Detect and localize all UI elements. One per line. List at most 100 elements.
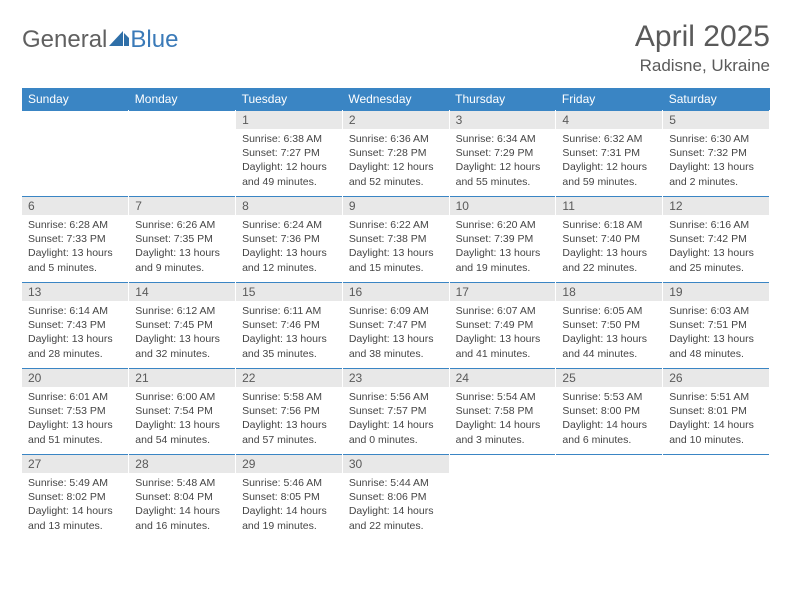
sunrise-line: Sunrise: 6:24 AM xyxy=(242,218,336,232)
logo-text-blue: Blue xyxy=(130,26,178,54)
sunset-line: Sunset: 7:46 PM xyxy=(242,318,336,332)
sunrise-line: Sunrise: 6:09 AM xyxy=(349,304,443,318)
calendar-day-cell: 11Sunrise: 6:18 AMSunset: 7:40 PMDayligh… xyxy=(556,197,663,283)
day-number: 6 xyxy=(22,197,128,215)
daylight-line: Daylight: 13 hours and 35 minutes. xyxy=(242,332,336,360)
day-body: Sunrise: 6:03 AMSunset: 7:51 PMDaylight:… xyxy=(663,301,769,365)
day-number: 15 xyxy=(236,283,342,301)
sunrise-line: Sunrise: 6:38 AM xyxy=(242,132,336,146)
sunrise-line: Sunrise: 6:12 AM xyxy=(135,304,229,318)
calendar-table: SundayMondayTuesdayWednesdayThursdayFrid… xyxy=(22,88,770,541)
day-number: 11 xyxy=(556,197,662,215)
sunrise-line: Sunrise: 6:20 AM xyxy=(456,218,550,232)
day-number: 20 xyxy=(22,369,128,387)
day-body: Sunrise: 6:16 AMSunset: 7:42 PMDaylight:… xyxy=(663,215,769,279)
calendar-day-cell: 15Sunrise: 6:11 AMSunset: 7:46 PMDayligh… xyxy=(236,283,343,369)
calendar-day-cell: 3Sunrise: 6:34 AMSunset: 7:29 PMDaylight… xyxy=(449,111,556,197)
day-number: 3 xyxy=(450,111,556,129)
day-body: Sunrise: 6:07 AMSunset: 7:49 PMDaylight:… xyxy=(450,301,556,365)
day-number: 25 xyxy=(556,369,662,387)
calendar-day-cell: 4Sunrise: 6:32 AMSunset: 7:31 PMDaylight… xyxy=(556,111,663,197)
day-number: 21 xyxy=(129,369,235,387)
calendar-day-cell: 18Sunrise: 6:05 AMSunset: 7:50 PMDayligh… xyxy=(556,283,663,369)
daylight-line: Daylight: 12 hours and 55 minutes. xyxy=(456,160,550,188)
calendar-day-cell: 22Sunrise: 5:58 AMSunset: 7:56 PMDayligh… xyxy=(236,369,343,455)
day-body: Sunrise: 6:38 AMSunset: 7:27 PMDaylight:… xyxy=(236,129,342,193)
day-number: 13 xyxy=(22,283,128,301)
day-number: 28 xyxy=(129,455,235,473)
weekday-header: Thursday xyxy=(449,88,556,111)
month-year: April 2025 xyxy=(635,20,770,54)
sunset-line: Sunset: 7:47 PM xyxy=(349,318,443,332)
weekday-header: Monday xyxy=(129,88,236,111)
day-number: 19 xyxy=(663,283,769,301)
sunset-line: Sunset: 7:45 PM xyxy=(135,318,229,332)
sunrise-line: Sunrise: 6:18 AM xyxy=(562,218,656,232)
calendar-week-row: 20Sunrise: 6:01 AMSunset: 7:53 PMDayligh… xyxy=(22,369,770,455)
weekday-header: Saturday xyxy=(663,88,770,111)
sunset-line: Sunset: 7:32 PM xyxy=(669,146,763,160)
sunset-line: Sunset: 7:43 PM xyxy=(28,318,122,332)
sunset-line: Sunset: 7:33 PM xyxy=(28,232,122,246)
calendar-day-cell: 23Sunrise: 5:56 AMSunset: 7:57 PMDayligh… xyxy=(342,369,449,455)
calendar-day-cell: 16Sunrise: 6:09 AMSunset: 7:47 PMDayligh… xyxy=(342,283,449,369)
sunset-line: Sunset: 7:40 PM xyxy=(562,232,656,246)
day-body: Sunrise: 5:48 AMSunset: 8:04 PMDaylight:… xyxy=(129,473,235,537)
day-body: Sunrise: 5:56 AMSunset: 7:57 PMDaylight:… xyxy=(343,387,449,451)
location: Radisne, Ukraine xyxy=(635,56,770,76)
sunrise-line: Sunrise: 6:03 AM xyxy=(669,304,763,318)
calendar-day-cell: 1Sunrise: 6:38 AMSunset: 7:27 PMDaylight… xyxy=(236,111,343,197)
calendar-empty-cell xyxy=(129,111,236,197)
daylight-line: Daylight: 14 hours and 6 minutes. xyxy=(562,418,656,446)
sunset-line: Sunset: 7:54 PM xyxy=(135,404,229,418)
day-number: 4 xyxy=(556,111,662,129)
calendar-week-row: 13Sunrise: 6:14 AMSunset: 7:43 PMDayligh… xyxy=(22,283,770,369)
day-body: Sunrise: 5:54 AMSunset: 7:58 PMDaylight:… xyxy=(450,387,556,451)
sunset-line: Sunset: 7:58 PM xyxy=(456,404,550,418)
weekday-header: Sunday xyxy=(22,88,129,111)
sunrise-line: Sunrise: 6:28 AM xyxy=(28,218,122,232)
calendar-day-cell: 26Sunrise: 5:51 AMSunset: 8:01 PMDayligh… xyxy=(663,369,770,455)
day-number: 7 xyxy=(129,197,235,215)
daylight-line: Daylight: 12 hours and 52 minutes. xyxy=(349,160,443,188)
sunset-line: Sunset: 8:04 PM xyxy=(135,490,229,504)
sunset-line: Sunset: 8:00 PM xyxy=(562,404,656,418)
calendar-empty-cell xyxy=(556,455,663,541)
calendar-day-cell: 12Sunrise: 6:16 AMSunset: 7:42 PMDayligh… xyxy=(663,197,770,283)
sunrise-line: Sunrise: 6:01 AM xyxy=(28,390,122,404)
daylight-line: Daylight: 13 hours and 57 minutes. xyxy=(242,418,336,446)
sunset-line: Sunset: 7:28 PM xyxy=(349,146,443,160)
day-body: Sunrise: 6:30 AMSunset: 7:32 PMDaylight:… xyxy=(663,129,769,193)
weekday-header: Friday xyxy=(556,88,663,111)
daylight-line: Daylight: 13 hours and 15 minutes. xyxy=(349,246,443,274)
sunset-line: Sunset: 7:39 PM xyxy=(456,232,550,246)
daylight-line: Daylight: 13 hours and 12 minutes. xyxy=(242,246,336,274)
day-number: 14 xyxy=(129,283,235,301)
sunset-line: Sunset: 7:42 PM xyxy=(669,232,763,246)
daylight-line: Daylight: 13 hours and 54 minutes. xyxy=(135,418,229,446)
calendar-day-cell: 17Sunrise: 6:07 AMSunset: 7:49 PMDayligh… xyxy=(449,283,556,369)
calendar-day-cell: 10Sunrise: 6:20 AMSunset: 7:39 PMDayligh… xyxy=(449,197,556,283)
day-body: Sunrise: 6:22 AMSunset: 7:38 PMDaylight:… xyxy=(343,215,449,279)
calendar-week-row: 1Sunrise: 6:38 AMSunset: 7:27 PMDaylight… xyxy=(22,111,770,197)
day-body: Sunrise: 5:58 AMSunset: 7:56 PMDaylight:… xyxy=(236,387,342,451)
daylight-line: Daylight: 13 hours and 5 minutes. xyxy=(28,246,122,274)
day-number: 17 xyxy=(450,283,556,301)
daylight-line: Daylight: 13 hours and 19 minutes. xyxy=(456,246,550,274)
day-number: 22 xyxy=(236,369,342,387)
daylight-line: Daylight: 14 hours and 19 minutes. xyxy=(242,504,336,532)
day-body: Sunrise: 6:05 AMSunset: 7:50 PMDaylight:… xyxy=(556,301,662,365)
daylight-line: Daylight: 13 hours and 38 minutes. xyxy=(349,332,443,360)
day-body: Sunrise: 6:18 AMSunset: 7:40 PMDaylight:… xyxy=(556,215,662,279)
daylight-line: Daylight: 12 hours and 59 minutes. xyxy=(562,160,656,188)
daylight-line: Daylight: 14 hours and 3 minutes. xyxy=(456,418,550,446)
weekday-header-row: SundayMondayTuesdayWednesdayThursdayFrid… xyxy=(22,88,770,111)
logo-text-general: General xyxy=(22,26,107,54)
calendar-day-cell: 8Sunrise: 6:24 AMSunset: 7:36 PMDaylight… xyxy=(236,197,343,283)
day-number: 24 xyxy=(450,369,556,387)
day-body: Sunrise: 6:20 AMSunset: 7:39 PMDaylight:… xyxy=(450,215,556,279)
sunrise-line: Sunrise: 6:26 AM xyxy=(135,218,229,232)
sunset-line: Sunset: 8:01 PM xyxy=(669,404,763,418)
daylight-line: Daylight: 13 hours and 32 minutes. xyxy=(135,332,229,360)
daylight-line: Daylight: 14 hours and 22 minutes. xyxy=(349,504,443,532)
